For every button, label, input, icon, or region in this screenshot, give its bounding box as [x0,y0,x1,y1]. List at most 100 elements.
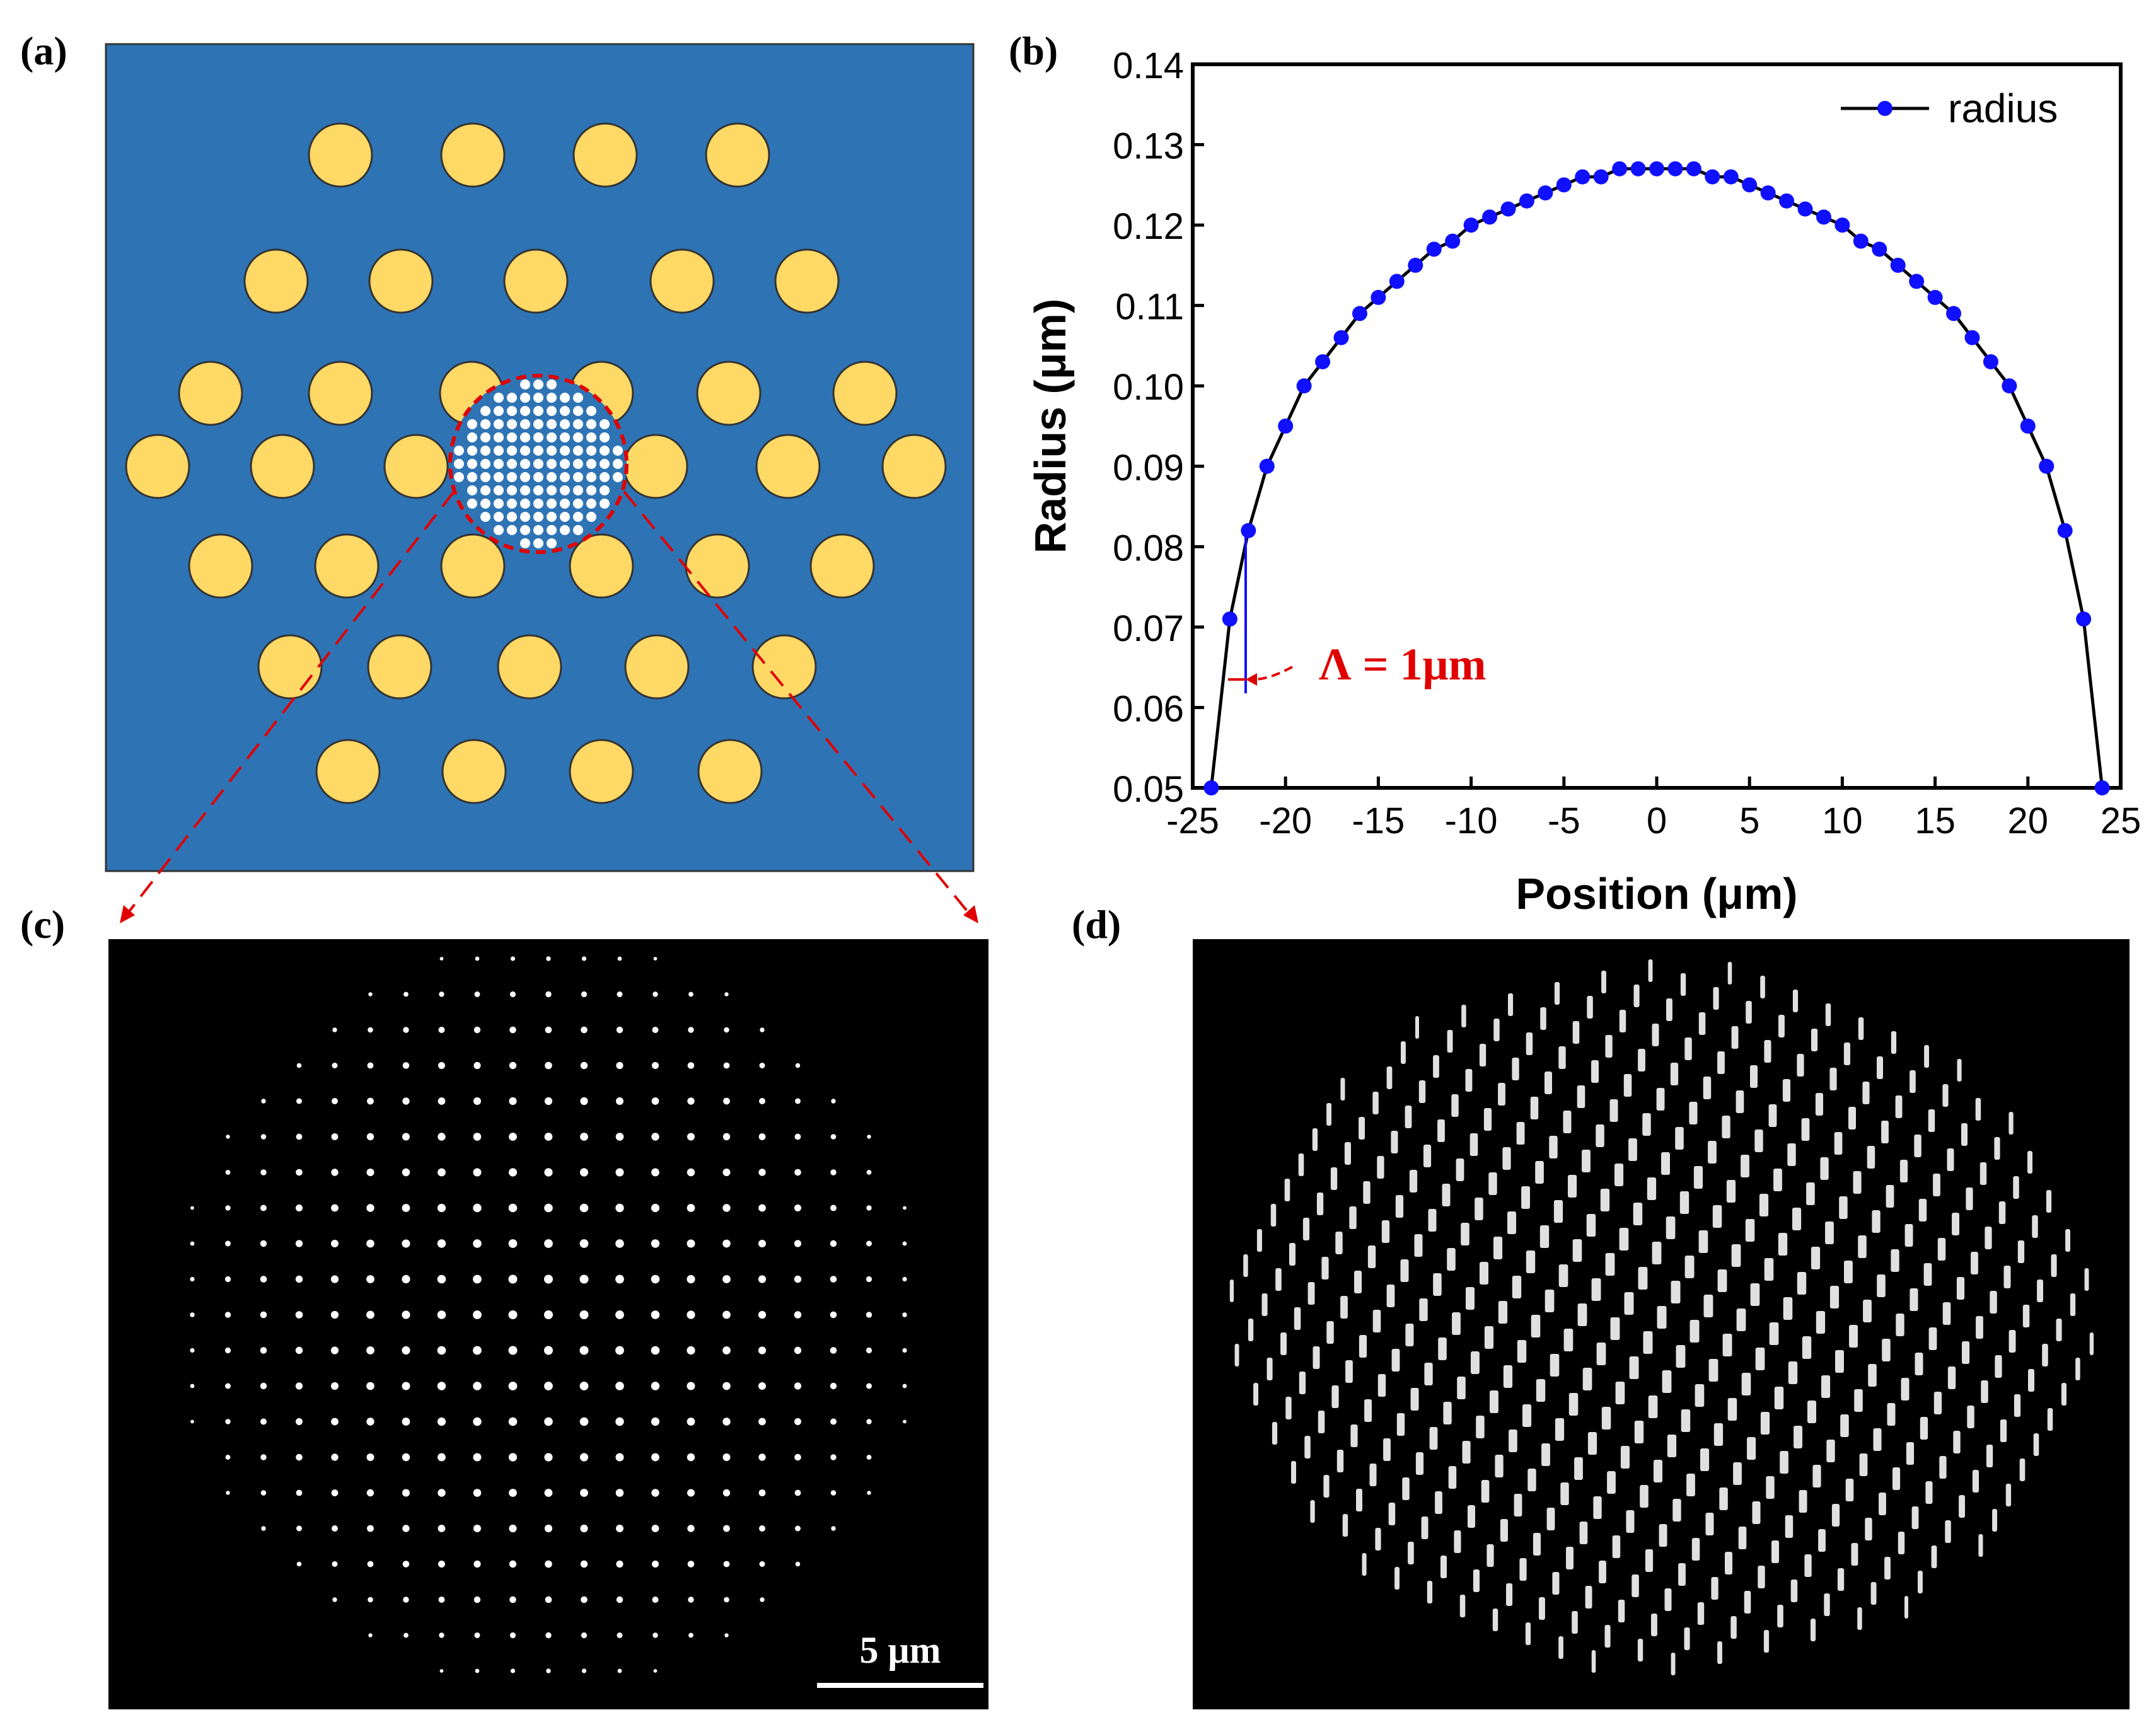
rod-pillar [1367,1245,1376,1268]
core-hole [547,446,557,456]
rod-pillar [1410,1388,1419,1411]
y-tick-label: 0.12 [1113,206,1184,247]
rod-dot [902,1348,907,1353]
rod-pillar [1725,1552,1732,1574]
core-hole [480,446,490,456]
rod-dot [332,1525,338,1532]
data-point [1742,177,1758,193]
rod-pillar [1587,996,1593,1019]
rod-dot [903,1419,907,1424]
rod-pillar [1942,1084,1949,1107]
rod-pillar [1804,1554,1812,1577]
rod-dot [759,1561,765,1567]
rod-pillar [1291,1461,1296,1484]
rod-pillar [1506,1583,1513,1606]
rod-dot [758,1418,766,1426]
rod-pillar [1640,1485,1649,1508]
rod-dot [331,1418,339,1426]
rod [809,533,875,599]
rod-pillar [1717,1641,1722,1664]
rod-dot [509,1026,516,1034]
rod-dot [437,1310,446,1319]
y-tick-label: 0.09 [1113,448,1184,488]
rod-pillar [1272,1422,1278,1445]
rod-dot [615,1382,624,1390]
rod-pillar [1820,1157,1829,1180]
rod-dot [509,991,516,998]
rod-dot [545,991,552,998]
y-tick-label: 0.08 [1113,528,1184,569]
rod-pillar [1624,1292,1634,1315]
rod-pillar [2008,1112,2014,1135]
rod-pillar [1717,1269,1727,1292]
rod-dot [260,1134,267,1140]
core-hole [586,446,596,456]
y-tick-label: 0.06 [1113,688,1184,729]
rod-pillar [1872,1210,1881,1233]
rod-dot [403,1632,409,1638]
rod-pillar [1684,1037,1692,1060]
rod-pillar [1806,1182,1815,1205]
rod-dot [402,1561,410,1568]
data-point [1983,354,1998,369]
rod-pillar [1686,1474,1695,1496]
rod-dot [722,1133,731,1141]
rod-dot [226,1491,230,1495]
rod-pillar [1738,1527,1747,1549]
rod-dot [687,1525,695,1532]
rod-pillar [1498,1083,1505,1106]
core-hole [560,525,570,535]
rod-pillar [1918,1199,1927,1222]
rod-pillar [1414,1234,1423,1257]
rod-pillar [1326,1321,1334,1344]
core-hole [467,485,477,495]
rod-pillar [1568,1175,1577,1198]
data-point [1333,330,1349,345]
rod-pillar [2047,1408,2053,1431]
rod-pillar [1845,1479,1854,1501]
rod-pillar [1947,1366,1956,1389]
rod-pillar [1447,1248,1456,1271]
rod-dot [295,1275,303,1283]
rod-dot [902,1276,907,1282]
rod-dot [260,1276,267,1283]
rod-dot [758,1346,767,1354]
rod-pillar [1656,1088,1665,1111]
rod-pillar [2019,1458,2026,1481]
rod-dot [225,1240,231,1247]
rod-pillar [1462,1441,1471,1464]
rod-pillar [1345,1360,1353,1383]
rod-pillar [1708,1359,1718,1382]
data-point [1519,193,1534,209]
data-point [1241,523,1256,538]
rod-dot [581,1026,588,1034]
rod-pillar [1744,1591,1751,1614]
rod-pillar [1270,1204,1277,1227]
rod-dot [687,1310,695,1319]
rod-dot [437,1382,446,1390]
rod-dot [438,1027,445,1033]
x-tick-label: -25 [1166,800,1219,841]
core-hole [480,432,490,442]
rod-pillar [1858,1235,1867,1258]
rod-dot [651,1274,660,1284]
rod-pillar [2084,1268,2089,1291]
rod-dot [331,1204,339,1212]
rod-pillar [1549,1136,1558,1158]
rod-dot [688,1597,694,1603]
rod-dot [722,1453,731,1461]
rod-pillar [1473,1569,1480,1592]
rod-dot [579,1239,589,1248]
rod-dot [758,1453,766,1461]
rod-dot [296,1418,303,1425]
rod-pillar [1978,1534,1983,1557]
rod-dot [724,992,729,996]
rod-pillar [2022,1305,2030,1327]
rod-pillar [1811,1619,1816,1641]
rod-pillar [1344,1142,1351,1165]
rod-dot [544,1203,553,1213]
rod-dot [330,1310,339,1319]
rod-dot [794,1240,802,1247]
rod-dot [508,1274,518,1284]
